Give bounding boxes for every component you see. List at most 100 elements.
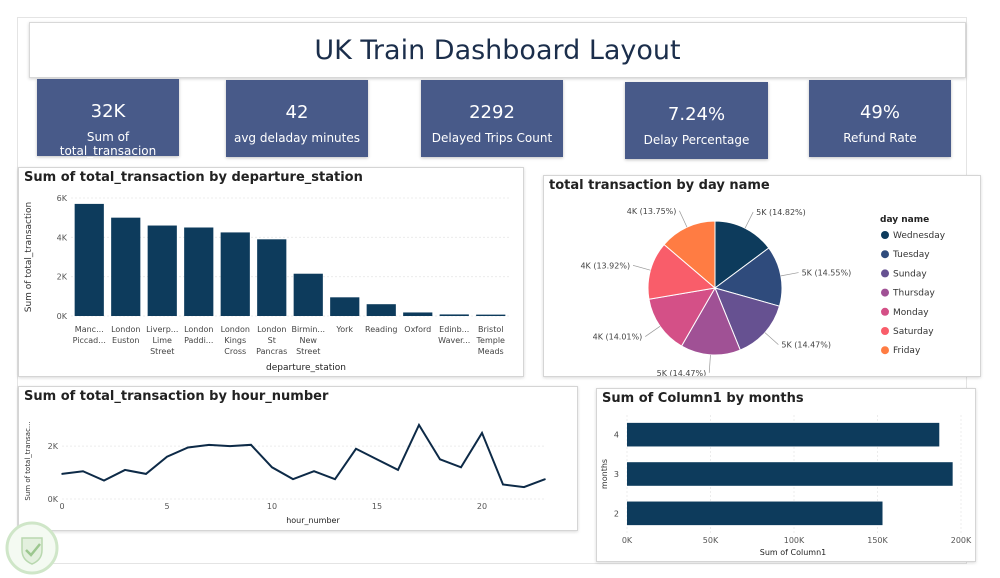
legend-marker <box>881 231 889 239</box>
legend-marker <box>881 327 889 335</box>
kpi-value: 49% <box>859 102 900 123</box>
line-point <box>124 469 126 471</box>
line-point <box>313 470 315 473</box>
y-tick-label: 4 <box>614 431 619 440</box>
bar <box>366 304 396 316</box>
x-tick-label: London <box>257 325 286 334</box>
x-tick-label: 200K <box>951 536 972 545</box>
line-point <box>208 444 210 446</box>
legend-label: Wednesday <box>893 231 946 241</box>
pie-data-label: 5K (14.55%) <box>802 269 852 278</box>
kpi-value: 2292 <box>469 102 515 123</box>
bar <box>111 217 141 316</box>
bar <box>257 239 287 316</box>
x-tick-label: 5 <box>164 502 169 511</box>
kpi-label: Refund Rate <box>843 131 917 145</box>
x-tick-label: Paddi... <box>184 336 213 345</box>
x-tick-label: Temple <box>476 336 506 345</box>
x-tick-label: Oxford <box>404 325 431 334</box>
line-point <box>187 446 189 449</box>
x-tick-label: London <box>221 325 250 334</box>
kpi-card-delayed-trips: 2292 Delayed Trips Count <box>421 80 563 157</box>
hour-line-panel: Sum of total_transaction by hour_number … <box>18 386 578 531</box>
kpi-label: avg deladay minutes <box>233 131 361 145</box>
months-bar-panel: Sum of Column1 by months 0K 50K 100K 150K 20… <box>596 388 976 562</box>
pie-slice <box>648 287 716 347</box>
legend-label: Friday <box>893 346 921 356</box>
bar <box>476 314 506 316</box>
x-tick-label: Reading <box>365 325 397 334</box>
bar <box>403 312 433 316</box>
watermark-logo <box>5 521 59 575</box>
x-axis-label: Sum of Column1 <box>760 548 826 557</box>
bar <box>74 203 104 316</box>
x-tick-label: Edinb... <box>439 325 469 334</box>
station-bar-chart: 0K 2K 4K 6K Sum of total_transaction Manc... P… <box>24 194 509 373</box>
station-bar-panel: Sum of total_transaction by departure_st… <box>18 167 524 377</box>
kpi-label: Sum of total_transacion <box>59 130 157 158</box>
line-point <box>334 478 336 480</box>
line-point <box>166 455 168 458</box>
x-tick-label: Street <box>150 347 174 356</box>
dashboard-title: UK Train Dashboard Layout <box>314 34 681 66</box>
y-tick-label: 6K <box>57 194 68 203</box>
x-tick-label: Bristol <box>478 325 503 334</box>
pie-data-label: 5K (14.47%) <box>657 369 707 376</box>
legend-marker <box>881 307 889 316</box>
y-tick-label: 3 <box>614 470 619 479</box>
kpi-card-total-transaction: 32K Sum of total_transacion <box>37 79 179 158</box>
legend-label: Thursday <box>892 289 936 299</box>
line-point <box>418 424 420 426</box>
kpi-card-refund-rate: 49% Refund Rate <box>809 80 951 157</box>
line-point <box>439 458 441 461</box>
x-tick-label: St <box>268 336 276 345</box>
line-point <box>61 473 63 475</box>
months-bar-chart: 0K 50K 100K 150K 200K 4 3 2 months Sum of Column1 <box>600 415 972 557</box>
bar <box>439 314 469 316</box>
x-tick-label: London <box>184 325 213 334</box>
bar <box>147 225 177 316</box>
y-axis-label: Sum of total_transac... <box>24 421 32 500</box>
x-tick-label: Piccad... <box>73 336 106 345</box>
y-tick-label: 2K <box>57 273 68 282</box>
x-tick-label: Manc... <box>75 325 104 334</box>
x-tick-label: New <box>300 336 318 345</box>
legend-marker <box>881 269 889 278</box>
pie-data-label: 4K (14.01%) <box>593 333 643 342</box>
pie-leader-line <box>632 265 651 271</box>
pie-slice <box>680 286 741 356</box>
legend-label: Saturday <box>893 327 934 337</box>
pie-leader-line <box>780 272 799 277</box>
y-tick-label: 0K <box>57 312 68 321</box>
day-pie-chart: 5K (14.82%) 5K (14.55%) 5K (14.47%) 5K (14.… <box>580 207 946 376</box>
legend-label: Monday <box>893 308 929 318</box>
line-point <box>481 432 483 434</box>
x-tick-label: Lime <box>153 336 172 345</box>
chart-title: Sum of Column1 by months <box>602 391 804 406</box>
x-tick-label: Cross <box>224 347 246 356</box>
chart-title: Sum of total_transaction by hour_number <box>24 389 329 404</box>
line-point <box>271 466 273 469</box>
x-tick-label: 20 <box>477 502 487 511</box>
x-tick-label: 50K <box>703 536 719 545</box>
chart-title: total transaction by day name <box>549 178 770 193</box>
line-point <box>229 445 231 447</box>
y-tick-label: 0K <box>48 495 59 504</box>
x-tick-label: York <box>335 325 353 334</box>
line-point <box>292 478 294 480</box>
x-tick-label: 15 <box>372 502 382 511</box>
line-point <box>145 473 147 475</box>
line-point <box>103 479 105 482</box>
day-pie-panel: total transaction by day name 5K (14.82%… <box>543 175 981 377</box>
x-tick-label: Birmin... <box>291 325 325 334</box>
pie-leader-line <box>708 354 711 373</box>
pie-leader-line <box>744 211 754 229</box>
x-tick-label: Meads <box>478 347 504 356</box>
legend-marker <box>881 288 889 297</box>
y-tick-label: 4K <box>57 233 68 242</box>
legend-title: day name <box>880 215 929 225</box>
kpi-value: 32K <box>90 101 126 122</box>
kpi-value: 42 <box>285 102 309 123</box>
pie-leader-line <box>764 332 779 345</box>
legend-label: Tuesday <box>892 250 930 260</box>
